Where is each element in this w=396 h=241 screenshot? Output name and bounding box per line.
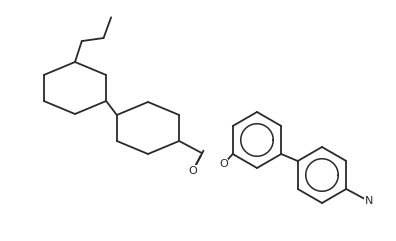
Text: N: N (365, 196, 373, 206)
Text: O: O (188, 166, 197, 176)
Text: O: O (219, 160, 228, 169)
